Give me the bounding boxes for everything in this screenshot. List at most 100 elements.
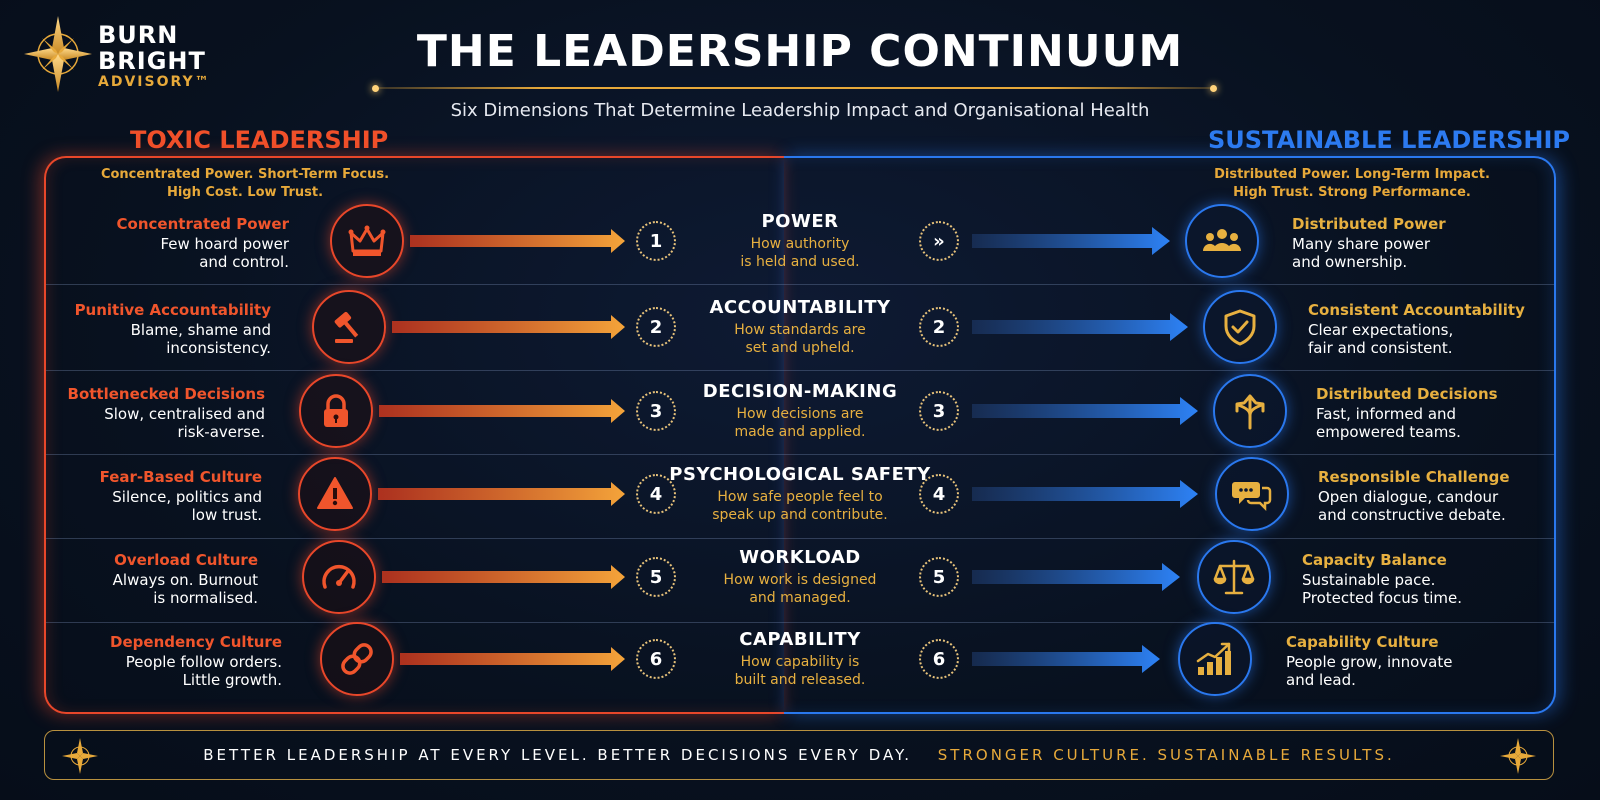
- toxic-dimension-title: Punitive Accountability: [74, 301, 271, 319]
- toxic-dimension-desc: Always on. Burnout: [112, 571, 258, 589]
- chain-link-icon: [337, 639, 377, 679]
- dimension-desc: How capability is: [740, 654, 860, 670]
- toxic-frame: [44, 156, 784, 714]
- dimension-desc: How work is designed: [723, 572, 877, 588]
- dimension-number-left: 4: [636, 474, 676, 514]
- brand-logo: BURN BRIGHT ADVISORY™: [24, 16, 224, 96]
- toxic-dimension-title: Fear-Based Culture: [99, 468, 262, 486]
- dimension-desc: How safe people feel to: [717, 489, 883, 505]
- toxic-dimension-desc: and control.: [199, 253, 289, 271]
- toxic-dimension-desc: inconsistency.: [166, 339, 271, 357]
- toxic-dimension-title: Concentrated Power: [116, 215, 289, 233]
- growth-chart-icon: [1194, 639, 1236, 679]
- toxic-arrow: [410, 229, 625, 253]
- sustainable-dimension-desc: and lead.: [1286, 671, 1356, 689]
- dimension-desc: How decisions are: [736, 406, 864, 422]
- toxic-dimension-desc: Silence, politics and: [112, 488, 262, 506]
- toxic-arrow: [379, 399, 625, 423]
- balance-scale-icon: [1213, 557, 1255, 597]
- crown-icon: [347, 221, 387, 261]
- dimension-desc: How standards are: [734, 322, 866, 338]
- footer-banner: [44, 730, 1554, 780]
- toxic-tagline-line-2: High Cost. Low Trust.: [166, 185, 324, 200]
- gavel-icon: [329, 307, 369, 347]
- dimension-desc: and managed.: [749, 590, 851, 606]
- sustainable-dimension-title: Capacity Balance: [1302, 551, 1447, 569]
- row-divider: [46, 622, 1554, 623]
- dimension-number-left: 5: [636, 557, 676, 597]
- dimension-title: PSYCHOLOGICAL SAFETY: [669, 464, 931, 485]
- dimension-desc: is held and used.: [740, 254, 860, 270]
- dimension-number-right: 6: [919, 639, 959, 679]
- sustainable-dimension-desc: People grow, innovate: [1286, 653, 1453, 671]
- compass-star-icon: [62, 738, 98, 774]
- title-underline: [375, 87, 1215, 89]
- sustainable-icon-badge: [1185, 204, 1259, 278]
- sustainable-dimension-desc: Sustainable pace.: [1302, 571, 1436, 589]
- warning-triangle-icon: [315, 474, 355, 514]
- dimension-title: ACCOUNTABILITY: [709, 297, 891, 318]
- dimension-number-right: 2: [919, 307, 959, 347]
- dimension-desc: made and applied.: [734, 424, 866, 440]
- sustainable-arrow: [972, 397, 1198, 425]
- row-divider: [46, 370, 1554, 371]
- dimension-desc: How authority: [750, 236, 850, 252]
- toxic-arrow: [392, 315, 625, 339]
- dimension-desc: built and released.: [734, 672, 866, 688]
- sustainable-dimension-desc: Protected focus time.: [1302, 589, 1463, 607]
- sustainable-arrow: [972, 563, 1180, 591]
- toxic-icon-badge: [330, 204, 404, 278]
- dimension-number-left: 1: [636, 221, 676, 261]
- toxic-dimension-desc: Slow, centralised and: [104, 405, 265, 423]
- toxic-dimension-desc: People follow orders.: [125, 653, 282, 671]
- dimension-title: CAPABILITY: [739, 629, 861, 650]
- dimension-number-right: 5: [919, 557, 959, 597]
- page-subtitle: Six Dimensions That Determine Leadership…: [450, 100, 1150, 121]
- dimension-title: WORKLOAD: [739, 547, 861, 568]
- dimension-title: DECISION-MAKING: [702, 381, 898, 402]
- sustainable-frame: [784, 156, 1556, 714]
- sustainable-icon-badge: [1178, 622, 1252, 696]
- dimension-number-left: 2: [636, 307, 676, 347]
- row-divider: [46, 284, 1554, 285]
- title-underline-dot-left: [372, 85, 379, 92]
- dimension-title: POWER: [761, 211, 839, 232]
- toxic-icon-badge: [320, 622, 394, 696]
- toxic-dimension-desc: Blame, shame and: [130, 321, 271, 339]
- toxic-icon-badge: [312, 290, 386, 364]
- sustainable-arrow: [972, 480, 1198, 508]
- sustainable-dimension-desc: Clear expectations,: [1308, 321, 1454, 339]
- title-underline-dot-right: [1210, 85, 1217, 92]
- sustainable-tagline-line-1: Distributed Power. Long-Term Impact.: [1214, 167, 1490, 182]
- dimension-number-left: 3: [636, 391, 676, 431]
- sustainable-tagline-line-2: High Trust. Strong Performance.: [1233, 185, 1471, 200]
- sustainable-icon-badge: [1203, 290, 1277, 364]
- brand-line-2: BRIGHT: [98, 47, 206, 75]
- brand-line-1: BURN: [98, 21, 179, 49]
- branching-arrows-icon: [1230, 391, 1270, 431]
- toxic-tagline: Concentrated Power. Short-Term Focus. Hi…: [100, 166, 390, 202]
- dimension-number-left: 6: [636, 639, 676, 679]
- sustainable-icon-badge: [1215, 457, 1289, 531]
- toxic-dimension-desc: is normalised.: [153, 589, 258, 607]
- toxic-dimension-desc: Little growth.: [182, 671, 282, 689]
- sustainable-dimension-desc: fair and consistent.: [1308, 339, 1453, 357]
- footer-text: BETTER LEADERSHIP AT EVERY LEVEL. BETTER…: [44, 730, 1554, 780]
- sustainable-dimension-title: Capability Culture: [1286, 633, 1439, 651]
- row-divider: [46, 538, 1554, 539]
- sustainable-heading: SUSTAINABLE LEADERSHIP: [1208, 126, 1571, 154]
- brand-line-3: ADVISORY™: [98, 74, 211, 90]
- footer-text-part-2: STRONGER CULTURE. SUSTAINABLE RESULTS.: [937, 746, 1395, 764]
- sustainable-dimension-title: Responsible Challenge: [1318, 468, 1510, 486]
- dimension-desc: speak up and contribute.: [712, 507, 888, 523]
- toxic-icon-badge: [299, 374, 373, 448]
- shield-check-icon: [1220, 307, 1260, 347]
- sustainable-icon-badge: [1213, 374, 1287, 448]
- sustainable-arrow: [972, 645, 1160, 673]
- toxic-arrow: [382, 565, 625, 589]
- speedometer-icon: [319, 557, 359, 597]
- dimension-desc: set and upheld.: [745, 340, 855, 356]
- footer-text-part-1: BETTER LEADERSHIP AT EVERY LEVEL. BETTER…: [203, 746, 912, 764]
- sustainable-dimension-desc: and constructive debate.: [1318, 506, 1506, 524]
- toxic-arrow: [378, 482, 625, 506]
